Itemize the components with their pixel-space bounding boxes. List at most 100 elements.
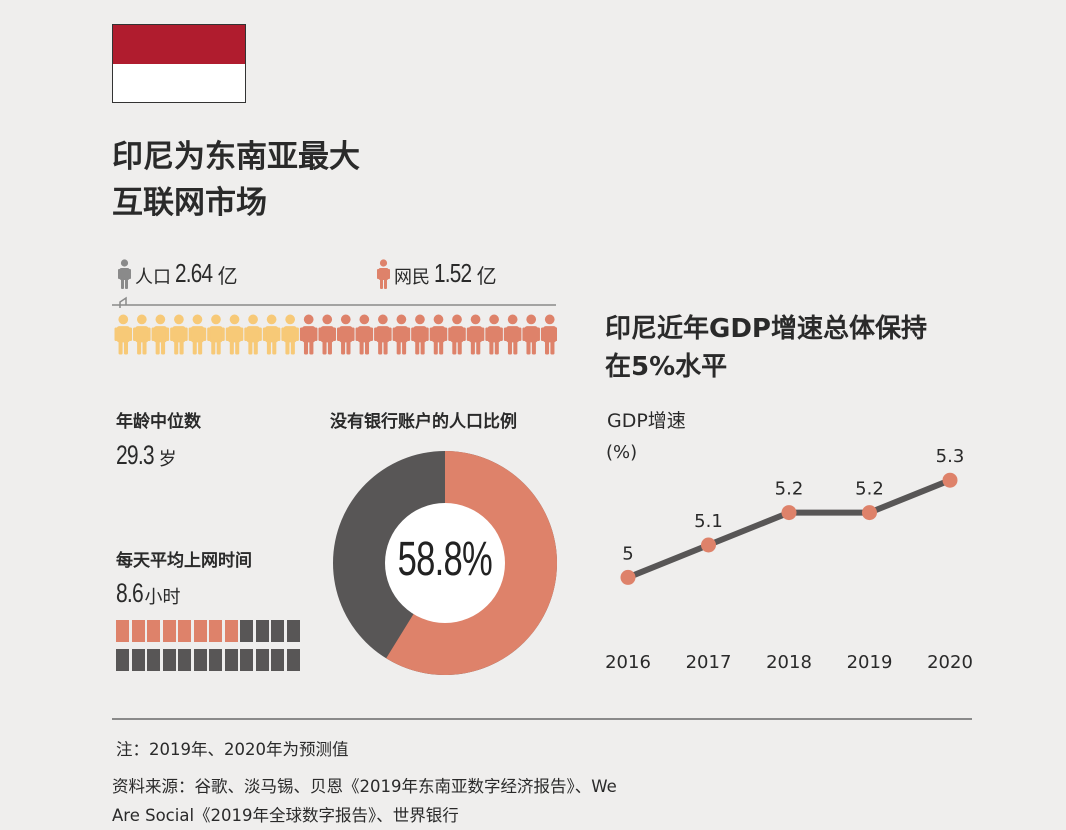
- gdp-line-chart: 5 2016 5.1 2017 5.2 2018 5.2 2019 5.3 2020: [605, 446, 973, 673]
- population-value: 2.64: [175, 258, 213, 288]
- gdp-point: [942, 472, 958, 488]
- y-axis-label: GDP增速: [607, 410, 686, 432]
- internet-users-stat: 网民 1.52 亿: [377, 258, 497, 289]
- time-square: [255, 620, 269, 642]
- person-icon: [299, 314, 318, 355]
- person-icon: [466, 314, 485, 355]
- online-time-value: 8.6 小时: [116, 578, 181, 609]
- median-age-number: 29.3: [116, 440, 155, 470]
- online-time-number: 8.6: [116, 578, 144, 608]
- x-tick-label: 2017: [686, 652, 732, 673]
- median-age-unit: 岁: [158, 449, 177, 470]
- footer-note: 注：2019年、2020年为预测值: [116, 740, 349, 759]
- time-square: [193, 649, 207, 671]
- gdp-data-label: 5.2: [855, 479, 884, 500]
- time-square: [286, 620, 300, 642]
- chart-title-line-2: 在5%水平: [605, 352, 728, 382]
- person-icon: [225, 314, 244, 355]
- donut-title: 没有银行账户的人口比例: [330, 412, 517, 432]
- unbanked-donut: [333, 451, 557, 675]
- footer-source-line-1: 资料来源：谷歌、淡马锡、贝恩《2019年东南亚数字经济报告》、We: [112, 777, 617, 796]
- time-square: [178, 649, 191, 671]
- time-square: [255, 649, 269, 671]
- footer-source: 资料来源：谷歌、淡马锡、贝恩《2019年东南亚数字经济报告》、We Are So…: [112, 772, 732, 830]
- page-title: 印尼为东南亚最大 互联网市场: [112, 134, 472, 226]
- footer-divider: [112, 718, 972, 720]
- person-icon: [207, 314, 225, 355]
- online-time-squares: [116, 620, 300, 676]
- person-icon: [188, 314, 207, 355]
- person-icon: [377, 259, 390, 289]
- chart-title: 印尼近年GDP增速总体保持 在5%水平: [605, 310, 1005, 386]
- person-icon: [540, 314, 557, 355]
- median-age-label: 年龄中位数: [116, 412, 201, 432]
- time-square: [240, 649, 253, 671]
- time-square: [286, 649, 300, 671]
- people-row: [114, 314, 557, 355]
- gdp-point: [781, 505, 797, 521]
- time-square: [224, 620, 238, 642]
- indonesia-flag: [112, 24, 246, 103]
- person-icon: [377, 259, 390, 289]
- flag-white-band: [113, 63, 245, 102]
- person-icon: [485, 314, 503, 355]
- gdp-point: [620, 569, 636, 585]
- bracket-tick: [119, 296, 127, 308]
- person-icon: [170, 314, 188, 355]
- person-icon: [448, 314, 466, 355]
- person-icon: [281, 314, 299, 355]
- person-icon: [503, 314, 522, 355]
- population-divider-line: [112, 304, 556, 306]
- person-icon: [411, 314, 429, 355]
- time-square: [240, 620, 253, 642]
- person-icon: [118, 259, 131, 289]
- person-icon: [374, 314, 392, 355]
- chart-title-line-1: 印尼近年GDP增速总体保持: [605, 314, 927, 344]
- median-age-value: 29.3 岁: [116, 440, 177, 471]
- x-tick-label: 2018: [766, 652, 812, 673]
- x-tick-label: 2016: [605, 652, 651, 673]
- gdp-data-label: 5.3: [936, 446, 965, 467]
- time-square: [209, 620, 222, 642]
- time-square: [116, 620, 129, 642]
- time-square: [209, 649, 222, 671]
- person-icon: [118, 259, 131, 289]
- internet-users-unit: 亿: [476, 264, 497, 288]
- person-icon: [133, 314, 151, 355]
- gdp-data-label: 5.1: [694, 511, 723, 532]
- person-icon: [429, 314, 448, 355]
- x-tick-label: 2019: [847, 652, 893, 673]
- time-square: [162, 649, 176, 671]
- person-icon: [114, 314, 133, 355]
- gdp-data-label: 5.2: [775, 479, 804, 500]
- person-icon: [337, 314, 355, 355]
- donut-percent-label: 58.8%: [397, 533, 493, 586]
- footer-source-line-2: Are Social《2019年全球数字报告》、世界银行: [112, 806, 459, 825]
- population-label: 人口: [135, 267, 171, 288]
- person-icon: [244, 314, 262, 355]
- internet-users-label: 网民: [394, 267, 430, 288]
- x-tick-label: 2020: [927, 652, 973, 673]
- online-time-unit: 小时: [144, 587, 181, 608]
- time-square: [271, 649, 284, 671]
- time-square: [131, 620, 145, 642]
- time-square: [162, 620, 176, 642]
- time-square: [224, 649, 238, 671]
- donut-hole: [385, 503, 505, 623]
- time-square: [116, 649, 129, 671]
- time-square: [131, 649, 145, 671]
- page-title-line-1: 印尼为东南亚最大: [112, 139, 360, 175]
- time-square: [147, 620, 160, 642]
- gdp-point: [701, 537, 716, 553]
- page-title-line-2: 互联网市场: [112, 185, 267, 221]
- person-icon: [151, 314, 170, 355]
- person-icon: [318, 314, 337, 355]
- person-icon: [262, 314, 281, 355]
- gdp-point: [862, 505, 877, 521]
- y-axis-unit: (%): [606, 442, 638, 463]
- person-icon: [392, 314, 411, 355]
- gdp-data-label: 5: [622, 543, 633, 564]
- person-icon: [522, 314, 540, 355]
- time-square: [193, 620, 207, 642]
- time-square: [178, 620, 191, 642]
